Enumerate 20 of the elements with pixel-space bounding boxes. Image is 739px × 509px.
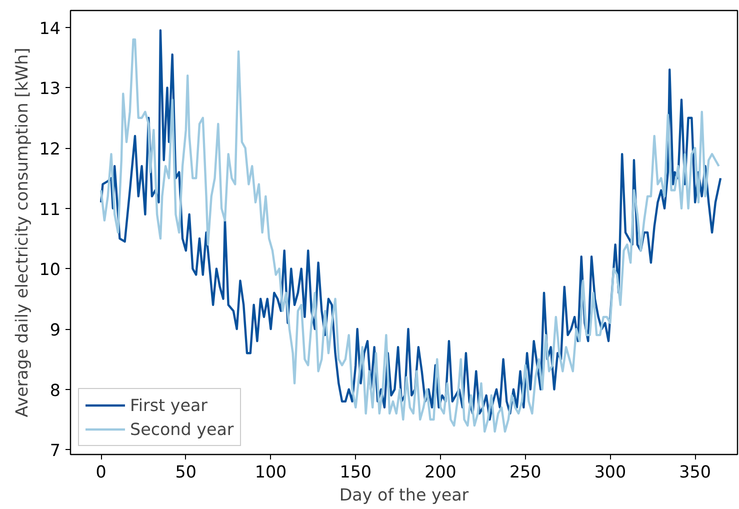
y-tick-label: 7 [50, 441, 61, 460]
x-axis-title: Day of the year [339, 486, 469, 504]
x-tick-label: 50 [175, 462, 197, 482]
y-tick-label: 12 [39, 140, 61, 159]
x-tick-label: 200 [424, 462, 456, 482]
y-tick-label: 13 [39, 79, 61, 98]
y-axis-title: Average daily electricity consumption [kWh] [12, 48, 32, 418]
y-tick-label: 9 [50, 320, 61, 340]
x-tick-label: 150 [340, 462, 372, 482]
y-tick-label: 8 [50, 380, 61, 400]
x-tick-label: 100 [254, 462, 287, 482]
x-tick-label: 350 [679, 462, 711, 482]
x-tick-label: 0 [96, 462, 106, 482]
y-tick-label: 14 [39, 18, 61, 38]
y-tick-label: 11 [39, 200, 61, 219]
y-tick-label: 10 [39, 260, 61, 280]
legend-label: Second year [130, 420, 234, 438]
x-tick-label: 250 [509, 462, 542, 482]
x-tick-label: 300 [594, 462, 626, 482]
legend-label: First year [130, 396, 208, 414]
